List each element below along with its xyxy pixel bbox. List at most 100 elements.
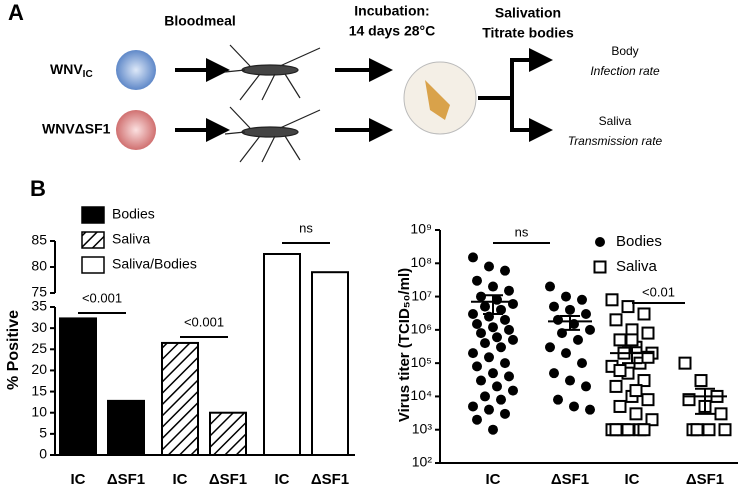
point <box>496 342 506 353</box>
x-tick-label: ΔSF1 <box>107 471 145 488</box>
point <box>694 374 708 388</box>
virus-icon <box>116 110 156 150</box>
point <box>641 326 655 340</box>
y-tick-label: 10⁹ <box>410 221 432 237</box>
panel-label: A <box>8 0 24 25</box>
y-tick-label: 25 <box>31 340 47 356</box>
virus-label: WNVIC <box>50 61 93 80</box>
point <box>585 324 595 335</box>
x-tick-label: ΔSF1 <box>209 471 247 488</box>
y-tick-label: 10³ <box>412 420 433 436</box>
x-tick-label: ΔSF1 <box>551 471 589 488</box>
y-tick-label: 10⁸ <box>411 254 433 270</box>
point <box>488 281 498 292</box>
step-label: Bloodmeal <box>164 13 236 29</box>
point <box>637 374 651 388</box>
output-rate: Infection rate <box>590 64 660 78</box>
step-label: Titrate bodies <box>482 25 574 41</box>
point <box>488 322 498 333</box>
point <box>718 423 732 437</box>
sig-label: <0.01 <box>642 284 675 299</box>
point <box>621 423 635 437</box>
y-tick-label: 10⁶ <box>411 321 432 337</box>
point <box>476 375 486 386</box>
virus-icon <box>116 50 156 90</box>
bar <box>161 341 199 457</box>
x-tick-label: IC <box>625 471 640 488</box>
point <box>714 407 728 421</box>
legend-swatch <box>81 206 105 224</box>
point <box>641 393 655 407</box>
virus-label-sub: IC <box>83 69 93 80</box>
point <box>613 333 627 347</box>
point <box>569 401 579 412</box>
point <box>500 265 510 276</box>
error-bar <box>622 346 642 365</box>
point <box>629 407 643 421</box>
legend-label: Saliva/Bodies <box>112 256 197 272</box>
point <box>472 318 482 329</box>
mosquito-photo-body <box>425 80 450 120</box>
point <box>637 423 651 437</box>
point <box>476 328 486 339</box>
point <box>504 324 514 335</box>
point <box>476 291 486 302</box>
virus-label-main: WNV <box>50 61 83 77</box>
point <box>504 285 514 296</box>
point <box>472 361 482 372</box>
y-tick-label: 10⁵ <box>411 354 432 370</box>
point <box>581 308 591 319</box>
x-tick-label: ΔSF1 <box>311 471 349 488</box>
sig-label: <0.001 <box>82 290 122 305</box>
point <box>480 301 490 312</box>
point <box>492 332 502 343</box>
legend-marker <box>595 237 605 247</box>
bar <box>107 399 145 457</box>
error-bar <box>560 315 580 331</box>
x-tick-label: IC <box>71 471 86 488</box>
bar <box>311 271 349 457</box>
y-tick-label: 35 <box>31 298 47 314</box>
point <box>500 358 510 369</box>
legend-swatch <box>81 256 105 274</box>
x-tick-label: IC <box>173 471 188 488</box>
error-bar <box>483 294 503 315</box>
point <box>613 364 627 378</box>
output-label: Body <box>611 44 638 58</box>
point <box>682 393 696 407</box>
legend-label: Bodies <box>616 233 662 250</box>
virus-label: WNVΔSF1 <box>42 121 111 137</box>
bar <box>209 411 247 457</box>
y-tick-label: 80 <box>31 258 47 274</box>
point <box>484 352 494 363</box>
point <box>484 261 494 272</box>
point <box>468 308 478 319</box>
point <box>500 408 510 419</box>
y-tick-label: 10⁷ <box>411 287 432 303</box>
point <box>561 291 571 302</box>
panel-a: A Bloodmeal Incubation: 14 days 28°C Sal… <box>8 0 663 163</box>
y-tick-label: 30 <box>31 319 47 335</box>
y-tick-label: 15 <box>31 382 47 398</box>
point <box>645 413 659 427</box>
point <box>621 300 635 314</box>
point <box>702 423 716 437</box>
sig-label: ns <box>299 220 313 235</box>
bar <box>59 317 97 456</box>
point <box>508 385 518 396</box>
point <box>565 375 575 386</box>
point <box>468 348 478 359</box>
y-tick-label: 75 <box>31 284 47 300</box>
point <box>472 275 482 286</box>
mosquito <box>224 44 321 163</box>
point <box>480 391 490 402</box>
point <box>508 334 518 345</box>
point <box>609 379 623 393</box>
y-tick-label: 5 <box>39 425 47 441</box>
point <box>553 394 563 405</box>
point <box>629 384 643 398</box>
y-tick-label: 85 <box>31 232 47 248</box>
point <box>545 281 555 292</box>
